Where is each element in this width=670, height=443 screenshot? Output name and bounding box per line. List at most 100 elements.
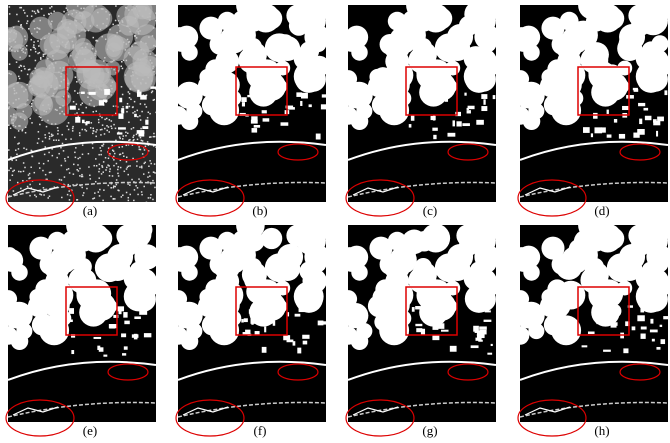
- speckle: [475, 337, 482, 341]
- road: [178, 401, 326, 418]
- noise: [16, 13, 18, 16]
- river: [8, 360, 156, 381]
- speckle: [456, 121, 462, 127]
- noise: [99, 188, 101, 191]
- tank: [178, 249, 194, 272]
- speckle: [436, 323, 445, 329]
- speckle: [136, 130, 145, 134]
- shore: [12, 186, 59, 196]
- speckle: [250, 92, 258, 99]
- noise: [85, 130, 88, 132]
- noise: [41, 119, 43, 121]
- noise: [115, 162, 118, 165]
- tank: [599, 72, 628, 101]
- speckle: [623, 348, 629, 354]
- noise: [106, 129, 108, 132]
- noise: [127, 183, 129, 185]
- noise: [101, 128, 103, 131]
- noise: [103, 60, 105, 62]
- noise: [146, 141, 149, 143]
- noise: [147, 171, 150, 174]
- noise: [129, 184, 131, 186]
- noise: [105, 169, 107, 171]
- noise: [97, 191, 100, 193]
- tank: [578, 5, 607, 20]
- speckle: [613, 119, 618, 123]
- noise: [117, 189, 119, 191]
- speckle: [649, 329, 658, 333]
- tank: [231, 229, 257, 255]
- speckle: [656, 346, 661, 350]
- noise: [72, 125, 74, 128]
- noise: [29, 194, 31, 197]
- noise: [64, 157, 66, 160]
- speckle: [601, 127, 606, 133]
- noise: [48, 151, 50, 154]
- tank: [422, 279, 452, 308]
- noise: [111, 144, 114, 147]
- noise: [22, 9, 25, 12]
- tank: [540, 296, 560, 315]
- noise: [136, 109, 139, 112]
- noise: [30, 49, 32, 51]
- noise: [117, 131, 120, 134]
- speckle: [300, 92, 308, 99]
- highlight-ellipse: [5, 399, 75, 437]
- image-panel: [517, 225, 668, 437]
- noise: [104, 127, 106, 130]
- speckle: [612, 307, 615, 311]
- noise: [132, 112, 134, 114]
- noise: [66, 193, 69, 196]
- speckle: [483, 319, 492, 322]
- speckle: [264, 90, 267, 93]
- noise: [107, 126, 110, 128]
- noise: [33, 171, 36, 174]
- noise: [51, 148, 53, 150]
- highlight-ellipse: [277, 363, 319, 381]
- road: [178, 181, 326, 198]
- highlight-box: [577, 286, 630, 336]
- noise: [100, 153, 102, 156]
- noise: [60, 179, 63, 181]
- noise: [44, 146, 46, 148]
- speckle: [302, 334, 310, 339]
- noise: [84, 128, 86, 131]
- noise: [133, 138, 135, 141]
- shore: [524, 406, 571, 416]
- highlight-ellipse: [107, 363, 149, 381]
- speckle: [618, 133, 626, 139]
- tank: [107, 23, 134, 50]
- noise: [149, 175, 151, 177]
- noise: [92, 127, 95, 130]
- tank: [178, 301, 203, 329]
- tank: [479, 35, 496, 53]
- noise: [36, 9, 39, 12]
- tank: [252, 59, 282, 88]
- image-content: [8, 5, 156, 202]
- noise: [110, 195, 112, 198]
- noise: [104, 157, 107, 159]
- noise: [64, 160, 67, 162]
- noise: [102, 143, 105, 145]
- noise: [119, 159, 122, 162]
- speckle: [296, 92, 303, 97]
- noise: [8, 6, 11, 8]
- tank: [651, 35, 668, 53]
- speckle: [283, 335, 291, 341]
- noise: [101, 165, 103, 167]
- speckle: [455, 111, 462, 117]
- noise: [24, 12, 26, 14]
- noise: [51, 135, 53, 137]
- noise: [48, 13, 50, 16]
- noise: [98, 168, 101, 170]
- noise: [37, 131, 40, 133]
- noise: [42, 55, 45, 57]
- river: [178, 140, 326, 161]
- noise: [120, 86, 123, 88]
- speckle: [103, 354, 108, 357]
- speckle: [484, 310, 491, 313]
- noise: [76, 92, 79, 94]
- speckle: [251, 319, 254, 325]
- speckle: [433, 134, 437, 140]
- noise: [153, 163, 156, 165]
